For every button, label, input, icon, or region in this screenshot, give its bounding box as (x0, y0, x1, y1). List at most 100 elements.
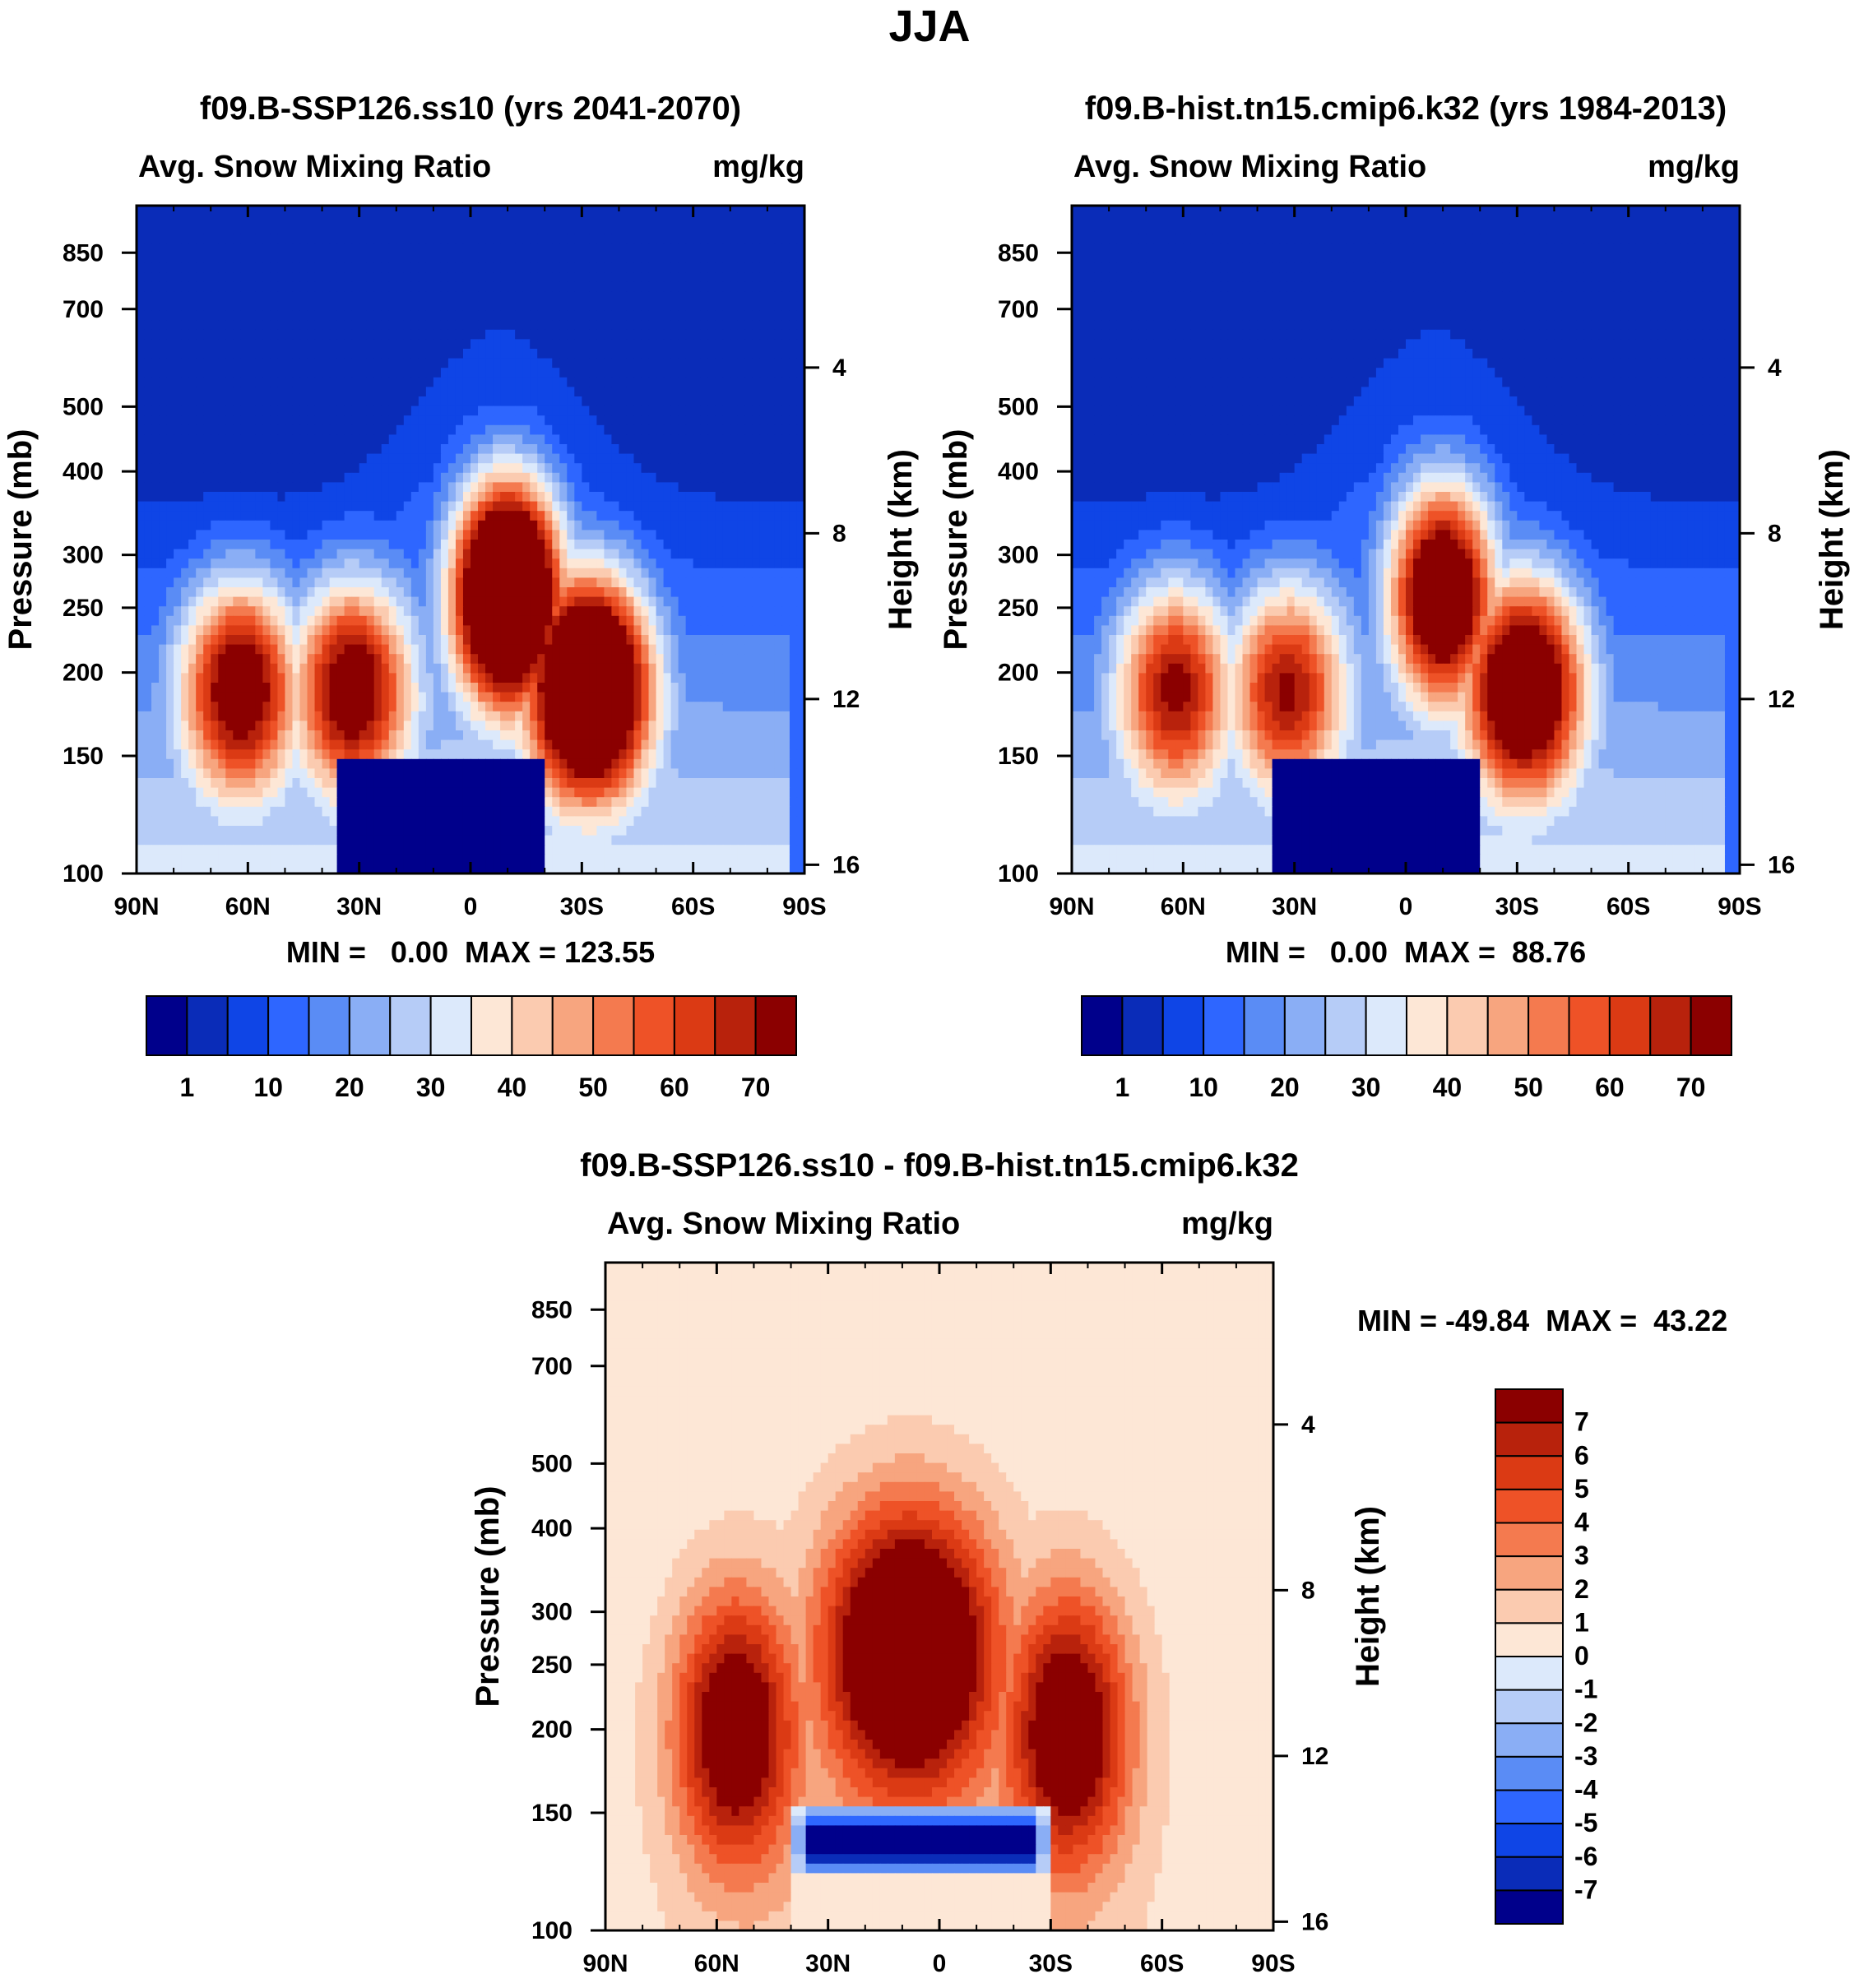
field-cell (626, 568, 635, 578)
field-cell (196, 644, 204, 655)
field-cell (351, 692, 360, 702)
field-cell (559, 434, 568, 445)
field-cell (678, 301, 687, 312)
field-cell (336, 730, 345, 741)
field-cell (508, 329, 516, 340)
field-cell (730, 225, 739, 235)
field-cell (299, 453, 308, 464)
field-cell (737, 683, 746, 693)
field-cell (188, 663, 197, 674)
field-cell (144, 520, 152, 531)
field-cell (530, 349, 538, 359)
field-cell (410, 472, 420, 483)
field-cell (737, 234, 746, 244)
field-cell (359, 606, 368, 617)
field-cell (596, 215, 605, 225)
field-cell (151, 549, 160, 559)
field-cell (700, 683, 709, 693)
field-cell (462, 396, 471, 407)
field-cell (344, 463, 353, 474)
field-cell (744, 368, 753, 378)
field-cell (329, 492, 338, 503)
field-cell (359, 692, 368, 702)
field-cell (233, 215, 241, 225)
field-cell (582, 472, 590, 483)
field-cell (322, 692, 331, 702)
field-cell (552, 215, 560, 225)
field-cell (678, 520, 687, 531)
field-cell (567, 568, 575, 578)
field-cell (425, 663, 434, 674)
field-cell (307, 568, 316, 578)
field-cell (670, 472, 679, 483)
field-cell (440, 301, 449, 312)
field-cell (781, 654, 790, 665)
field-cell (188, 472, 197, 483)
field-cell (508, 387, 516, 397)
field-cell (737, 520, 746, 531)
field-cell (336, 673, 345, 684)
field-cell (410, 415, 420, 426)
field-cell (530, 225, 538, 235)
field-cell (774, 463, 783, 474)
field-cell (796, 396, 804, 407)
field-cell (693, 291, 702, 302)
field-cell (396, 482, 405, 493)
field-cell (774, 482, 783, 493)
field-cell (730, 329, 739, 340)
field-cell (759, 243, 768, 254)
field-cell (693, 234, 702, 244)
field-cell (678, 243, 687, 254)
field-cell (493, 329, 501, 340)
field-cell (589, 625, 597, 636)
field-cell (203, 405, 211, 416)
field-cell (471, 243, 479, 254)
field-cell (752, 492, 761, 503)
field-cell (789, 615, 798, 626)
field-cell (515, 329, 523, 340)
field-cell (752, 253, 761, 264)
field-cell (633, 349, 642, 359)
field-cell (166, 549, 174, 559)
field-cell (462, 644, 471, 655)
field-cell (381, 501, 390, 512)
field-cell (648, 424, 657, 435)
field-cell (329, 577, 338, 588)
field-cell (262, 654, 271, 665)
field-cell (381, 368, 390, 378)
field-cell (137, 568, 145, 578)
field-cell (582, 625, 590, 636)
field-cell (462, 692, 471, 702)
field-cell (314, 225, 323, 235)
field-cell (633, 253, 642, 264)
field-cell (299, 206, 308, 216)
field-cell (485, 482, 494, 493)
field-cell (471, 501, 479, 512)
field-cell (410, 625, 420, 636)
field-cell (567, 405, 575, 416)
field-cell (159, 281, 167, 292)
field-cell (722, 511, 731, 521)
field-cell (715, 463, 724, 474)
field-cell (744, 692, 753, 702)
field-cell (471, 492, 479, 503)
field-cell (359, 587, 368, 598)
field-cell (619, 530, 628, 540)
field-cell (359, 615, 368, 626)
field-cell (351, 339, 360, 350)
field-cell (471, 625, 479, 636)
field-cell (508, 301, 516, 312)
field-cell (203, 635, 211, 646)
field-cell (425, 281, 434, 292)
field-cell (240, 615, 248, 626)
field-cell (582, 206, 590, 216)
field-cell (396, 272, 405, 283)
field-cell (255, 711, 263, 721)
field-cell (693, 692, 702, 702)
field-cell (329, 568, 338, 578)
field-cell (322, 377, 331, 387)
field-cell (744, 291, 753, 302)
field-cell (485, 415, 494, 426)
field-cell (322, 558, 331, 569)
field-cell (166, 444, 174, 455)
